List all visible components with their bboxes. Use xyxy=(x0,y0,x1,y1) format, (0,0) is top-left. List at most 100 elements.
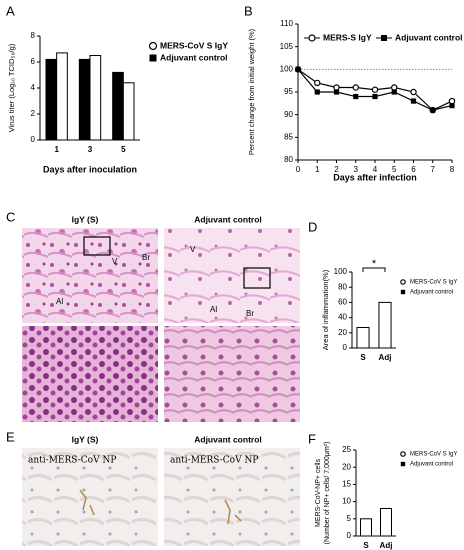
stain-label: anti-MERS-CoV NP xyxy=(170,456,258,466)
y-tick-label: 100 xyxy=(334,267,348,276)
x-tick-label: 3 xyxy=(88,145,93,154)
legend-marker xyxy=(400,451,406,457)
legend-label: Adjuvant control xyxy=(395,32,463,42)
image-label: Adjuvant control xyxy=(194,434,262,444)
y-axis-label: (Number of NP+ cells/ 7,000μm²) xyxy=(324,442,331,545)
y-tick-label: 4 xyxy=(31,83,36,92)
x-axis-label: Days after infection xyxy=(333,172,417,182)
bar xyxy=(380,507,392,537)
legend-marker xyxy=(149,54,157,62)
y-tick-label: 10 xyxy=(342,497,351,506)
y-tick-label: 95 xyxy=(284,87,293,96)
significance-bracket xyxy=(362,267,386,272)
x-tick-label: 8 xyxy=(450,165,455,174)
point xyxy=(410,88,417,96)
y-axis-label: Virus titer (Log₁₀ TCID₅₀/g) xyxy=(7,43,16,132)
x-tick-label: 1 xyxy=(315,165,320,174)
tissue-label: Br xyxy=(246,309,254,318)
x-tick-label: 5 xyxy=(121,145,126,154)
legend-label: MERS-CoV S IgY xyxy=(160,40,228,50)
legend-marker xyxy=(148,41,158,51)
legend-marker xyxy=(400,289,406,295)
y-tick-label: 60 xyxy=(338,298,347,307)
legend-marker xyxy=(381,35,387,41)
y-tick-label: 0 xyxy=(31,135,36,144)
x-tick-label: S xyxy=(360,353,366,362)
legend-marker xyxy=(400,461,406,467)
legend-marker xyxy=(400,279,406,285)
bar xyxy=(122,82,135,141)
legend-label: Adjuvant control xyxy=(160,52,228,62)
histology-image xyxy=(164,326,300,422)
point xyxy=(449,103,455,109)
ihc-image xyxy=(164,448,300,546)
y-tick-label: 110 xyxy=(280,19,293,28)
y-tick-label: 15 xyxy=(342,480,351,489)
tissue-label: V xyxy=(190,245,196,254)
legend-label: MERS-CoV S IgY xyxy=(410,280,457,286)
legend-label: MERS-S IgY xyxy=(323,32,372,42)
x-tick-label: Adj xyxy=(380,541,393,550)
x-tick-label: 3 xyxy=(354,165,359,174)
y-tick-label: 25 xyxy=(342,445,351,454)
stain-label: anti-MERS-CoV NP xyxy=(28,456,116,466)
x-tick-label: 5 xyxy=(392,165,397,174)
legend-label: MERS-CoV S IgY xyxy=(410,452,457,458)
zoom-box xyxy=(83,236,111,256)
point xyxy=(333,89,340,95)
tissue-label: V xyxy=(112,257,118,266)
y-axis-label: MERS-CoV-NP+ cells xyxy=(315,459,322,527)
point xyxy=(333,84,340,91)
tissue-label: Br xyxy=(142,253,150,262)
y-tick-label: 0 xyxy=(347,531,352,540)
point xyxy=(410,98,417,104)
histology-image xyxy=(164,228,300,323)
y-tick-label: 80 xyxy=(338,282,347,291)
point xyxy=(314,79,321,87)
x-tick-label: 4 xyxy=(373,165,378,174)
point xyxy=(353,93,359,100)
y-tick-label: 85 xyxy=(284,132,293,141)
bar xyxy=(78,58,91,141)
stain xyxy=(224,499,242,525)
point xyxy=(448,97,456,105)
bar xyxy=(89,55,102,141)
point xyxy=(314,89,320,95)
panel-label: B xyxy=(244,3,253,18)
y-tick-label: 20 xyxy=(338,328,347,337)
point xyxy=(372,93,378,100)
bar xyxy=(56,52,68,141)
panel-label: C xyxy=(6,209,15,224)
y-tick-label: 90 xyxy=(284,110,293,119)
x-tick-label: 2 xyxy=(334,165,339,174)
x-axis-label: Days after inoculation xyxy=(43,164,137,174)
y-axis-label: Percent change from initial weight (%) xyxy=(247,28,256,155)
panel-label: E xyxy=(6,429,15,444)
y-tick-label: 105 xyxy=(280,42,294,51)
legend-label: Adjuvant control xyxy=(410,290,453,296)
point xyxy=(391,89,397,95)
tissue-label: Al xyxy=(56,297,63,306)
point xyxy=(371,86,379,93)
histology-image xyxy=(22,228,158,323)
legend-label: Adjuvant control xyxy=(410,462,453,468)
legend-marker xyxy=(308,34,316,42)
x-tick-label: 6 xyxy=(411,165,416,174)
x-tick-label: S xyxy=(363,541,369,550)
y-tick-label: 80 xyxy=(284,155,293,164)
point xyxy=(391,84,398,91)
panel-label: A xyxy=(6,3,15,18)
point xyxy=(430,107,436,113)
panel-label: F xyxy=(308,431,316,446)
bar xyxy=(356,326,370,349)
x-tick-label: 1 xyxy=(54,145,59,154)
bar xyxy=(45,58,58,141)
y-tick-label: 100 xyxy=(280,64,294,73)
x-tick-label: Adj xyxy=(379,353,392,362)
bar xyxy=(112,71,124,141)
y-axis-label: Area of inflammation(%) xyxy=(321,269,330,350)
bar xyxy=(378,301,392,349)
y-tick-label: 2 xyxy=(31,109,36,118)
x-tick-label: 0 xyxy=(296,165,301,174)
